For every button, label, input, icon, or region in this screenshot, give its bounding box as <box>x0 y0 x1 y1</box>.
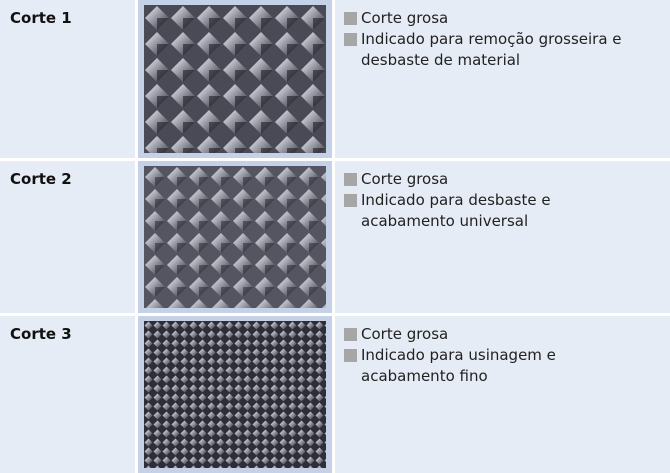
bullet-item: Indicado para desbaste e acabamento univ… <box>342 190 637 232</box>
bullet-list: Corte grosa Indicado para desbaste e acab… <box>342 169 637 232</box>
texture-image <box>144 321 326 468</box>
row-label: Corte 3 <box>10 325 72 343</box>
bullet-item: Indicado para usinagem e acabamento fino <box>342 345 637 387</box>
table-row: Corte 1 Corte grosa Indicado para remoção … <box>0 0 670 158</box>
texture-image <box>144 166 326 308</box>
bullet-list: Corte grosa Indicado para usinagem e acab… <box>342 324 637 387</box>
row-label: Corte 2 <box>10 170 72 188</box>
label-cell: Corte 2 <box>0 161 135 313</box>
label-cell: Corte 3 <box>0 316 135 473</box>
bullet-item: Indicado para remoção grosseira e desbas… <box>342 29 637 71</box>
table-row: Corte 3 Corte grosa Indicado para usinagem… <box>0 316 670 473</box>
row-label: Corte 1 <box>10 9 72 27</box>
bullet-item: Corte grosa <box>342 324 637 345</box>
table-row: Corte 2 Corte grosa Indicado para desbaste… <box>0 161 670 313</box>
bullet-item: Corte grosa <box>342 8 637 29</box>
image-cell <box>138 316 332 473</box>
text-cell: Corte grosa Indicado para desbaste e acab… <box>335 161 670 313</box>
bullet-list: Corte grosa Indicado para remoção grossei… <box>342 8 637 71</box>
text-cell: Corte grosa Indicado para remoção grossei… <box>335 0 670 158</box>
text-cell: Corte grosa Indicado para usinagem e acab… <box>335 316 670 473</box>
image-cell <box>138 0 332 158</box>
bullet-item: Corte grosa <box>342 169 637 190</box>
texture-image <box>144 5 326 153</box>
image-cell <box>138 161 332 313</box>
label-cell: Corte 1 <box>0 0 135 158</box>
